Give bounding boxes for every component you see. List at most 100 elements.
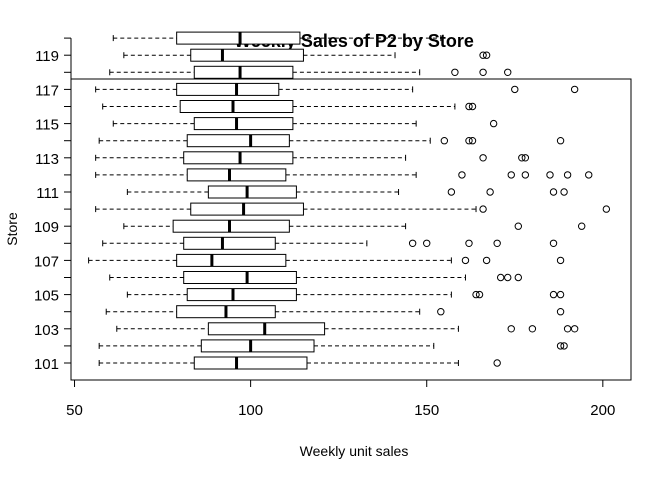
x-tick-label: 200 [590, 402, 615, 419]
box-store-111 [126, 185, 568, 199]
outlier-point [479, 51, 487, 59]
iqr-box [176, 253, 287, 267]
outlier-point [549, 188, 558, 196]
y-tick-label: 113 [35, 151, 59, 168]
y-tick-label: 103 [34, 322, 59, 339]
outlier-point [528, 325, 537, 333]
iqr-box [176, 82, 280, 96]
y-tick-label: 119 [35, 48, 59, 65]
outlier-point [549, 239, 558, 248]
outlier-point [556, 137, 565, 145]
iqr-box [179, 100, 294, 113]
box-store-103 [116, 322, 579, 336]
outlier-point [521, 154, 530, 162]
box-store-118 [109, 65, 512, 79]
box-store-102 [98, 339, 568, 353]
outlier-point [472, 290, 480, 299]
y-tick-label: 109 [34, 219, 59, 236]
outlier-point [549, 290, 558, 299]
outlier-point [556, 290, 565, 299]
outlier-point [489, 119, 498, 128]
x-axis-label: Weekly unit sales [300, 443, 409, 459]
outlier-point [486, 188, 494, 196]
y-tick-label: 111 [36, 185, 59, 202]
iqr-box [193, 356, 308, 370]
outlier-point [585, 171, 593, 179]
outlier-point [479, 154, 487, 162]
box-store-114 [98, 134, 565, 148]
iqr-box [186, 134, 290, 148]
outlier-point [493, 359, 501, 367]
box-store-104 [105, 305, 565, 319]
outlier-point [563, 325, 572, 333]
outlier-point [546, 171, 554, 179]
box-store-110 [95, 202, 611, 216]
y-tick-label: 107 [34, 253, 59, 270]
y-tick-label: 115 [35, 117, 59, 134]
iqr-box [207, 322, 326, 336]
outlier-point [504, 68, 512, 77]
iqr-box [186, 288, 297, 302]
outlier-point [408, 239, 417, 248]
outlier-point [447, 188, 456, 196]
outlier-point [514, 222, 522, 230]
outlier-point [556, 256, 565, 265]
outlier-point [423, 239, 431, 248]
iqr-box [183, 151, 294, 165]
outlier-point [451, 68, 459, 77]
iqr-box [200, 339, 315, 353]
outlier-point [465, 137, 473, 145]
y-tick-label: 117 [35, 82, 59, 99]
iqr-box [190, 48, 304, 62]
outlier-point [556, 308, 565, 316]
outlier-point [570, 85, 579, 94]
y-tick-label: 101 [34, 356, 59, 373]
outlier-point [461, 256, 470, 265]
box-store-106 [109, 271, 522, 284]
outlier-point [556, 342, 565, 350]
outlier-point [570, 325, 579, 333]
outlier-point [504, 273, 512, 282]
iqr-box [176, 31, 301, 45]
iqr-box [186, 168, 287, 182]
iqr-box [172, 219, 290, 233]
outlier-point [475, 290, 484, 299]
iqr-box [193, 117, 294, 131]
x-tick-label: 150 [414, 402, 439, 419]
outlier-point [468, 137, 477, 145]
outlier-point [479, 68, 487, 77]
outlier-point [518, 154, 526, 162]
outlier-point [496, 273, 505, 282]
box-store-120 [112, 31, 442, 45]
x-tick-label: 100 [238, 402, 263, 419]
outlier-point [465, 102, 473, 111]
iqr-box [190, 202, 304, 216]
outlier-point [458, 171, 466, 179]
boxes-group [88, 31, 611, 370]
outlier-point [602, 205, 611, 213]
outlier-point [482, 256, 491, 265]
box-store-108 [102, 236, 558, 250]
box-store-107 [88, 253, 565, 267]
iqr-box [183, 271, 297, 284]
outlier-point [468, 102, 477, 111]
outlier-point [493, 239, 501, 248]
outlier-point [511, 85, 519, 94]
box-store-105 [126, 288, 565, 302]
iqr-box [207, 185, 297, 199]
box-store-101 [98, 356, 501, 370]
box-store-109 [123, 219, 586, 233]
outlier-point [521, 171, 530, 179]
outlier-point [465, 239, 473, 248]
outlier-point [563, 171, 572, 179]
outlier-point [507, 325, 515, 333]
box-store-113 [95, 151, 530, 165]
box-store-119 [123, 48, 491, 62]
iqr-box [193, 65, 294, 79]
y-axis-label: Store [4, 212, 20, 246]
outlier-point [479, 205, 487, 213]
outlier-point [560, 342, 568, 350]
box-store-116 [102, 100, 477, 113]
